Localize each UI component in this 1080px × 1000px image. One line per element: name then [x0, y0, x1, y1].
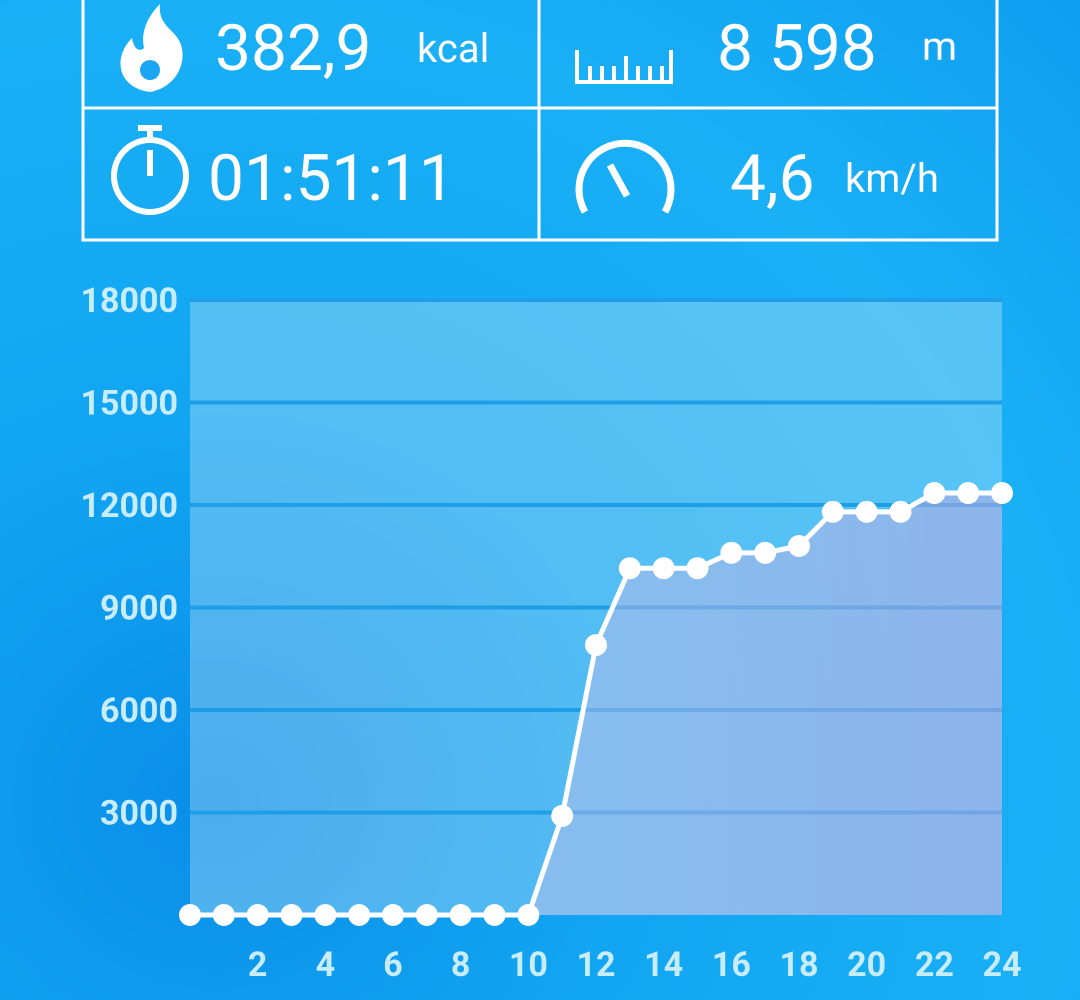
- stopwatch-icon: [111, 125, 189, 215]
- calories-unit: kcal: [417, 25, 489, 72]
- point: [686, 557, 709, 580]
- speed-value: 4,6: [730, 141, 815, 216]
- point: [348, 904, 371, 926]
- x-tick-label: 22: [915, 945, 954, 985]
- point: [889, 500, 912, 523]
- point: [483, 904, 506, 926]
- x-tick-label: 10: [509, 945, 548, 985]
- y-tick-label: 6000: [100, 691, 178, 731]
- area: [190, 493, 1002, 915]
- point: [855, 500, 878, 523]
- y-tick-label: 15000: [80, 384, 178, 424]
- distance-unit: m: [922, 23, 957, 70]
- y-tick-label: 9000: [100, 589, 178, 629]
- x-tick-label: 14: [644, 945, 683, 985]
- point: [585, 634, 607, 657]
- point: [280, 904, 303, 926]
- point: [957, 482, 980, 505]
- icons: [111, 4, 675, 215]
- x-tick-label: 4: [316, 945, 336, 985]
- point: [652, 557, 675, 580]
- x-tick-label: 2: [248, 945, 268, 985]
- point: [821, 500, 844, 523]
- point: [551, 804, 574, 827]
- point: [415, 904, 438, 926]
- x-tick-label: 18: [779, 945, 818, 985]
- x-tick-label: 16: [712, 945, 751, 985]
- point: [212, 904, 235, 926]
- y-tick-label: 18000: [80, 281, 178, 321]
- calories-value: 382,9: [215, 11, 371, 86]
- x-tick-label: 8: [451, 945, 471, 985]
- point: [382, 904, 404, 926]
- x-tick-label: 12: [576, 945, 615, 985]
- point: [788, 535, 810, 557]
- speed-unit: km/h: [845, 155, 939, 202]
- ruler-icon: [575, 50, 673, 84]
- x-tick-label: 6: [383, 945, 403, 985]
- point: [449, 904, 472, 926]
- point: [179, 904, 201, 926]
- point: [517, 904, 540, 926]
- point: [314, 904, 337, 926]
- duration-value: 01:51:11: [208, 141, 455, 216]
- point: [720, 541, 743, 564]
- flame-icon: [120, 4, 183, 92]
- point: [991, 482, 1013, 505]
- y-tick-label: 3000: [100, 794, 178, 834]
- point: [618, 557, 641, 580]
- point: [246, 904, 269, 926]
- speedometer-icon: [575, 139, 675, 214]
- stats-grid: [81, 0, 999, 242]
- x-tick-label: 20: [847, 945, 886, 985]
- distance-value: 8 598: [717, 11, 877, 86]
- point: [923, 482, 946, 505]
- point: [754, 541, 777, 564]
- y-tick-label: 12000: [80, 486, 178, 526]
- x-tick-label: 24: [982, 945, 1021, 985]
